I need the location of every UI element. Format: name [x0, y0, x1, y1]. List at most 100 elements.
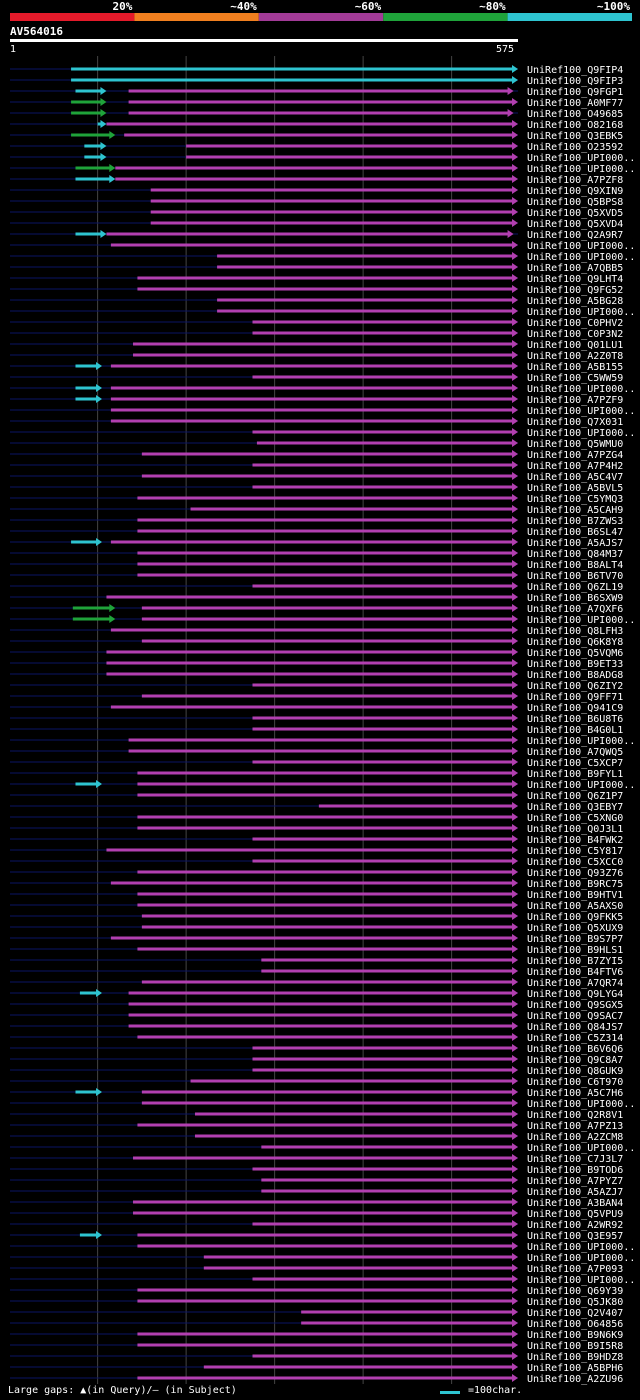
hit-label[interactable]: UniRef100_A5C7H6	[527, 1088, 623, 1099]
hit-label[interactable]: UniRef100_C5WW59	[527, 373, 623, 384]
hit-label[interactable]: UniRef100_C5XNG0	[527, 813, 623, 824]
hit-label[interactable]: UniRef100_A5C4V7	[527, 472, 623, 483]
hit-label[interactable]: UniRef100_Q5VQM6	[527, 648, 623, 659]
hit-label[interactable]: UniRef100_B9HLS1	[527, 945, 623, 956]
hit-label[interactable]: UniRef100_C5XCP7	[527, 758, 623, 769]
hit-label[interactable]: UniRef100_Q5XVD4	[527, 219, 623, 230]
hit-label[interactable]: UniRef100_UPI000..	[527, 1275, 635, 1286]
hit-label[interactable]: UniRef100_UPI000..	[527, 241, 635, 252]
hit-label[interactable]: UniRef100_A5BPH6	[527, 1363, 623, 1374]
hit-label[interactable]: UniRef100_Q9LHT4	[527, 274, 623, 285]
hit-label[interactable]: UniRef100_A5AJS7	[527, 538, 623, 549]
hit-label[interactable]: UniRef100_B6SXW9	[527, 593, 623, 604]
hit-label[interactable]: UniRef100_B8ALT4	[527, 560, 623, 571]
hit-label[interactable]: UniRef100_Q5BPS8	[527, 197, 623, 208]
hit-label[interactable]: UniRef100_Q7X031	[527, 417, 623, 428]
hit-label[interactable]: UniRef100_B9TOD6	[527, 1165, 623, 1176]
hit-label[interactable]: UniRef100_C6T970	[527, 1077, 623, 1088]
hit-label[interactable]: UniRef100_C5XCC0	[527, 857, 623, 868]
hit-label[interactable]: UniRef100_A7P093	[527, 1264, 623, 1275]
hit-label[interactable]: UniRef100_B6SL47	[527, 527, 623, 538]
hit-label[interactable]: UniRef100_O49685	[527, 109, 623, 120]
hit-label[interactable]: UniRef100_UPI000..	[527, 780, 635, 791]
hit-label[interactable]: UniRef100_UPI000..	[527, 1143, 635, 1154]
hit-label[interactable]: UniRef100_Q9FIP4	[527, 65, 623, 76]
hit-label[interactable]: UniRef100_Q5XVD5	[527, 208, 623, 219]
hit-label[interactable]: UniRef100_Q941C9	[527, 703, 623, 714]
hit-label[interactable]: UniRef100_B6V6Q6	[527, 1044, 623, 1055]
hit-label[interactable]: UniRef100_A2WR92	[527, 1220, 623, 1231]
hit-label[interactable]: UniRef100_C5YMQ3	[527, 494, 623, 505]
hit-label[interactable]: UniRef100_UPI000..	[527, 1099, 635, 1110]
hit-label[interactable]: UniRef100_Q01LU1	[527, 340, 623, 351]
hit-label[interactable]: UniRef100_B9FYL1	[527, 769, 623, 780]
hit-label[interactable]: UniRef100_C7J3L7	[527, 1154, 623, 1165]
hit-label[interactable]: UniRef100_A5AXS0	[527, 901, 623, 912]
hit-label[interactable]: UniRef100_Q5WMU0	[527, 439, 623, 450]
hit-label[interactable]: UniRef100_B8ADG8	[527, 670, 623, 681]
hit-label[interactable]: UniRef100_Q8GUK9	[527, 1066, 623, 1077]
hit-label[interactable]: UniRef100_Q9FF71	[527, 692, 623, 703]
hit-label[interactable]: UniRef100_UPI000..	[527, 384, 635, 395]
hit-label[interactable]: UniRef100_C5Y817	[527, 846, 623, 857]
hit-label[interactable]: UniRef100_B9RC75	[527, 879, 623, 890]
hit-label[interactable]: UniRef100_A7PZF9	[527, 395, 623, 406]
hit-label[interactable]: UniRef100_UPI000..	[527, 153, 635, 164]
hit-label[interactable]: UniRef100_A5B155	[527, 362, 623, 373]
hit-label[interactable]: UniRef100_UPI000..	[527, 428, 635, 439]
hit-label[interactable]: UniRef100_C0PHV2	[527, 318, 623, 329]
hit-label[interactable]: UniRef100_Q9FG52	[527, 285, 623, 296]
hit-label[interactable]: UniRef100_Q9FKK5	[527, 912, 623, 923]
hit-label[interactable]: UniRef100_Q2V407	[527, 1308, 623, 1319]
hit-label[interactable]: UniRef100_A2ZCM8	[527, 1132, 623, 1143]
hit-label[interactable]: UniRef100_B6TV70	[527, 571, 623, 582]
hit-label[interactable]: UniRef100_B6U8T6	[527, 714, 623, 725]
hit-label[interactable]: UniRef100_Q3EBK5	[527, 131, 623, 142]
hit-label[interactable]: UniRef100_A7P4H2	[527, 461, 623, 472]
hit-label[interactable]: UniRef100_Q84JS7	[527, 1022, 623, 1033]
hit-label[interactable]: UniRef100_B9ET33	[527, 659, 623, 670]
hit-label[interactable]: UniRef100_Q9FIP3	[527, 76, 623, 87]
hit-label[interactable]: UniRef100_C5Z314	[527, 1033, 623, 1044]
hit-label[interactable]: UniRef100_Q3EBY7	[527, 802, 623, 813]
hit-label[interactable]: UniRef100_A3BAN4	[527, 1198, 623, 1209]
hit-label[interactable]: UniRef100_A7QBB5	[527, 263, 623, 274]
hit-label[interactable]: UniRef100_A7QWQ5	[527, 747, 623, 758]
hit-label[interactable]: UniRef100_UPI000..	[527, 736, 635, 747]
hit-label[interactable]: UniRef100_Q5JK80	[527, 1297, 623, 1308]
hit-label[interactable]: UniRef100_Q9SGX5	[527, 1000, 623, 1011]
hit-label[interactable]: UniRef100_A5BVL5	[527, 483, 623, 494]
hit-label[interactable]: UniRef100_Q69Y39	[527, 1286, 623, 1297]
hit-label[interactable]: UniRef100_UPI000..	[527, 615, 635, 626]
hit-label[interactable]: UniRef100_Q6ZIY2	[527, 681, 623, 692]
hit-label[interactable]: UniRef100_Q84M37	[527, 549, 623, 560]
hit-label[interactable]: UniRef100_Q2R8V1	[527, 1110, 623, 1121]
hit-label[interactable]: UniRef100_B4FWK2	[527, 835, 623, 846]
hit-label[interactable]: UniRef100_A0MF77	[527, 98, 623, 109]
hit-label[interactable]: UniRef100_A5CAH9	[527, 505, 623, 516]
hit-label[interactable]: UniRef100_A5BG28	[527, 296, 623, 307]
hit-label[interactable]: UniRef100_O23592	[527, 142, 623, 153]
hit-label[interactable]: UniRef100_Q9C8A7	[527, 1055, 623, 1066]
hit-label[interactable]: UniRef100_B9N6K9	[527, 1330, 623, 1341]
hit-label[interactable]: UniRef100_C0P3N2	[527, 329, 623, 340]
hit-label[interactable]: UniRef100_O82168	[527, 120, 623, 131]
hit-label[interactable]: UniRef100_Q5XUX9	[527, 923, 623, 934]
hit-label[interactable]: UniRef100_A2Z0T8	[527, 351, 623, 362]
hit-label[interactable]: UniRef100_A7PYZ7	[527, 1176, 623, 1187]
hit-label[interactable]: UniRef100_UPI000..	[527, 406, 635, 417]
hit-label[interactable]: UniRef100_Q6ZL19	[527, 582, 623, 593]
hit-label[interactable]: UniRef100_UPI000..	[527, 1253, 635, 1264]
hit-label[interactable]: UniRef100_Q9SAC7	[527, 1011, 623, 1022]
hit-label[interactable]: UniRef100_UPI000..	[527, 307, 635, 318]
hit-label[interactable]: UniRef100_Q2A9R7	[527, 230, 623, 241]
hit-label[interactable]: UniRef100_Q9LYG4	[527, 989, 623, 1000]
hit-label[interactable]: UniRef100_A7PZF8	[527, 175, 623, 186]
hit-label[interactable]: UniRef100_B4FTV6	[527, 967, 623, 978]
hit-label[interactable]: UniRef100_Q8LFH3	[527, 626, 623, 637]
hit-label[interactable]: UniRef100_O64856	[527, 1319, 623, 1330]
hit-label[interactable]: UniRef100_A5AZJ7	[527, 1187, 623, 1198]
hit-label[interactable]: UniRef100_Q6K8Y8	[527, 637, 623, 648]
hit-label[interactable]: UniRef100_B9S7P7	[527, 934, 623, 945]
hit-label[interactable]: UniRef100_B4G0L1	[527, 725, 623, 736]
